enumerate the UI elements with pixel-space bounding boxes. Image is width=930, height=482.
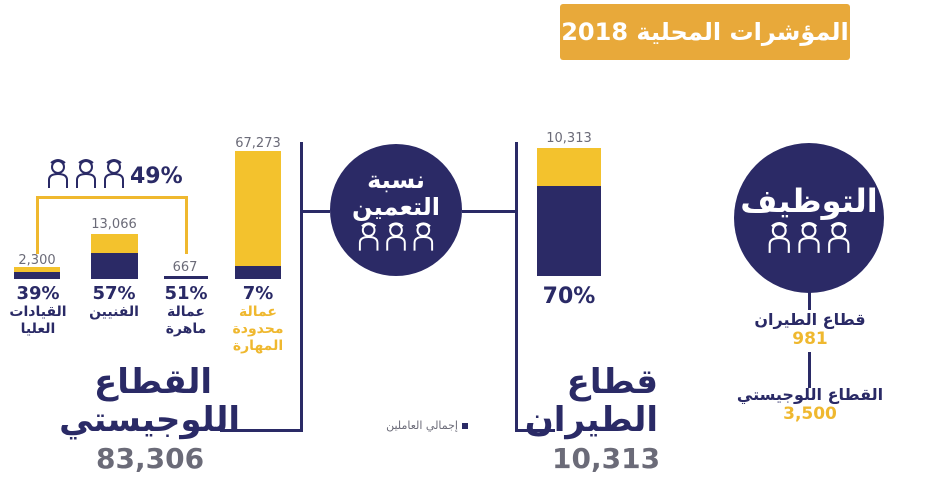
pct-technicians: 57% [92, 283, 136, 304]
label-skilled-1: عمالة [167, 304, 205, 320]
label-leaders-1: القيادات [9, 304, 67, 320]
logistics-vertical-line [300, 142, 303, 432]
employment-line-2 [808, 352, 811, 388]
pct-leaders: 39% [16, 283, 60, 304]
bar-leaders-navy [14, 272, 60, 279]
label-leaders-2: العليا [20, 321, 56, 337]
logistics-title-2: اللوجيستي [59, 400, 240, 440]
employment-logistics-label: القطاع اللوجيستي [736, 385, 884, 404]
aviation-total: 10,313 [552, 442, 661, 475]
people-icon [768, 222, 850, 253]
bar-technicians-gold [91, 234, 138, 253]
aviation-bottom-line [515, 429, 555, 432]
aviation-vertical-line [515, 142, 518, 432]
aviation-count: 10,313 [546, 131, 592, 146]
people-icon [48, 159, 124, 188]
label-skilled-2: ماهرة [165, 321, 207, 337]
logistics-bottom-line [220, 429, 303, 432]
saudization-line1: نسبة [367, 166, 425, 194]
employment-line-1 [808, 292, 811, 310]
bracket-left [36, 196, 39, 254]
logistics-title-1: القطاع [93, 362, 212, 402]
label-limited-1: عمالة [239, 304, 277, 320]
label-limited-2: محدودة [232, 321, 284, 337]
saudization-line2: التعمين [351, 193, 441, 221]
employment-logistics-value: 3,500 [783, 404, 837, 424]
aviation-connector [462, 210, 518, 213]
page-title: المؤشرات المحلية 2018 [561, 18, 849, 46]
bar-leaders-gold [14, 267, 60, 272]
label-limited-3: المهارة [232, 338, 284, 354]
aviation-title-2: الطيران [524, 400, 658, 440]
bar-aviation-navy [537, 186, 601, 276]
people-icon [358, 222, 434, 251]
logistics-combined-pct: 49% [130, 164, 183, 189]
employment-circle: التوظيف [734, 143, 884, 293]
bar-aviation [537, 148, 601, 276]
label-technicians: الفنيين [89, 304, 139, 320]
legend-swatch [462, 423, 468, 429]
bar-technicians [91, 234, 138, 279]
count-limited: 67,273 [235, 136, 281, 151]
bar-limited-navy [235, 266, 281, 279]
bar-leaders [14, 267, 60, 279]
legend: إجمالي العاملين [368, 419, 468, 432]
employment-aviation-label: قطاع الطيران [754, 310, 866, 329]
bracket-right [185, 196, 188, 254]
page-title-banner: المؤشرات المحلية 2018 [560, 4, 850, 60]
bar-skilled-line [164, 276, 208, 279]
employment-aviation-value: 981 [792, 329, 828, 349]
aviation-title-1: قطاع [566, 362, 658, 402]
bar-limited [235, 151, 281, 279]
count-skilled: 667 [172, 260, 198, 275]
legend-text: إجمالي العاملين [386, 419, 458, 432]
saudization-circle: نسبة التعمين [330, 144, 462, 276]
count-leaders: 2,300 [18, 253, 56, 268]
bracket-top [36, 196, 188, 199]
employment-title: التوظيف [740, 182, 878, 220]
aviation-pct: 70% [542, 284, 596, 309]
bar-aviation-gold [537, 148, 601, 186]
count-technicians: 13,066 [91, 217, 137, 232]
logistics-connector [300, 210, 330, 213]
pct-skilled: 51% [164, 283, 208, 304]
bar-limited-gold [235, 151, 281, 266]
bar-technicians-navy [91, 253, 138, 279]
logistics-total: 83,306 [96, 442, 205, 475]
pct-limited: 7% [242, 283, 274, 304]
